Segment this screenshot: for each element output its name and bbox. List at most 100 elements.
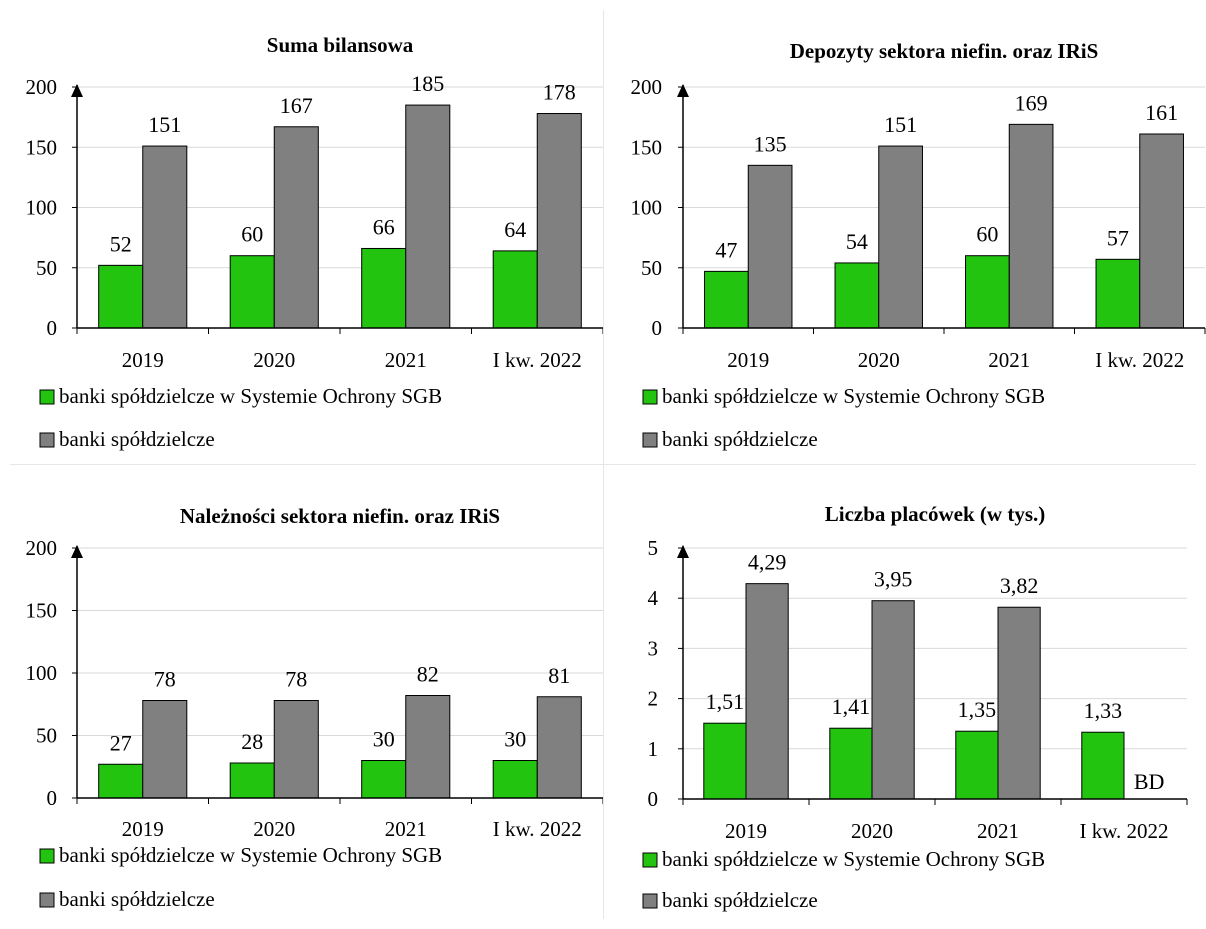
x-tick-label: 2020 [253, 348, 295, 372]
data-label: 1,35 [958, 697, 997, 722]
chart-title: Należności sektora niefin. oraz IRiS [180, 504, 500, 528]
bar [273, 700, 319, 799]
chart-svg: Liczba placówek (w tys.) 0 1 2 3 4 5 1,51 4,29 20… [642, 502, 1188, 912]
x-tick-label: I kw. 2022 [1095, 348, 1184, 372]
data-label: 185 [411, 71, 444, 96]
bar [98, 264, 144, 329]
data-label: 81 [548, 663, 570, 688]
bar [229, 255, 275, 329]
y-axis-arrow [71, 545, 83, 558]
x-tick-label: I kw. 2022 [1079, 819, 1168, 843]
x-tick-label: I kw. 2022 [493, 817, 582, 841]
bar [361, 247, 407, 329]
y-tick-label: 2 [648, 687, 659, 711]
y-tick-label: 100 [26, 661, 58, 685]
chart-panel-depozyty: Depozyty sektora niefin. oraz IRiS 0 50 100… [603, 0, 1206, 464]
chart-panel-naleznosci: Należności sektora niefin. oraz IRiS 0 50 1… [0, 465, 603, 929]
data-label: 1,33 [1084, 698, 1123, 723]
data-label: 78 [154, 667, 176, 692]
y-tick-label: 200 [26, 75, 58, 99]
data-label: 3,95 [874, 567, 913, 592]
data-label: 60 [241, 222, 263, 247]
data-label: 4,29 [748, 550, 787, 575]
y-tick-label: 0 [47, 786, 58, 810]
legend-label: banki spółdzielcze [662, 888, 818, 912]
bar [745, 583, 789, 800]
legend-swatch [39, 848, 55, 864]
x-tick-label: 2019 [727, 348, 769, 372]
chart-svg: Depozyty sektora niefin. oraz IRiS 0 50 100… [631, 39, 1206, 451]
bar [1139, 133, 1184, 329]
y-tick-label: 150 [631, 135, 663, 159]
bar [405, 104, 451, 329]
legend-swatch [642, 432, 658, 448]
data-label: 27 [110, 730, 132, 755]
data-label: 151 [148, 112, 181, 137]
y-tick-label: 200 [26, 536, 58, 560]
data-label: 78 [285, 667, 307, 692]
legend-swatch [642, 852, 658, 868]
data-label: 54 [846, 229, 868, 254]
data-label: 178 [543, 80, 576, 105]
chart-title: Liczba placówek (w tys.) [825, 502, 1045, 526]
y-tick-label: 3 [648, 636, 659, 660]
bar [997, 606, 1041, 800]
data-label: 47 [715, 237, 737, 262]
bar [955, 730, 999, 800]
y-tick-label: 100 [26, 196, 58, 220]
bar [492, 760, 538, 799]
chart-title: Depozyty sektora niefin. oraz IRiS [790, 39, 1099, 63]
y-tick-label: 50 [641, 256, 662, 280]
data-label: BD [1134, 769, 1165, 794]
data-label: 82 [417, 662, 439, 687]
x-tick-label: 2019 [122, 348, 164, 372]
legend-swatch [642, 389, 658, 405]
bar [361, 760, 407, 799]
y-tick-label: 0 [652, 316, 663, 340]
data-label: 60 [976, 222, 998, 247]
data-label: 57 [1107, 225, 1129, 250]
y-tick-label: 100 [631, 196, 663, 220]
bar [1095, 258, 1141, 329]
bar [829, 727, 873, 800]
y-tick-label: 5 [648, 536, 659, 560]
chart-panel-liczba-placowek: Liczba placówek (w tys.) 0 1 2 3 4 5 1,51 4,29 20… [603, 465, 1206, 929]
x-tick-label: 2021 [977, 819, 1019, 843]
data-label: 64 [504, 217, 526, 242]
legend-label: banki spółdzielcze [59, 427, 215, 451]
y-tick-label: 0 [47, 316, 58, 340]
x-tick-label: 2021 [385, 817, 427, 841]
y-tick-label: 1 [648, 737, 659, 761]
chart-panel-suma-bilansowa: Suma bilansowa 0 50 100 150 200 52 151 2019 60 167… [0, 0, 603, 464]
y-tick-label: 50 [36, 724, 57, 748]
bar [1081, 731, 1125, 800]
data-label: 135 [754, 131, 787, 156]
bar [703, 722, 747, 800]
bar [142, 700, 188, 799]
bar [878, 145, 923, 329]
legend-swatch [642, 893, 658, 909]
data-label: 30 [504, 727, 526, 752]
data-label: 151 [884, 112, 917, 137]
y-axis-arrow [71, 84, 83, 97]
data-label: 169 [1015, 90, 1048, 115]
bar [98, 763, 144, 799]
data-label: 167 [280, 93, 313, 118]
legend-label: banki spółdzielcze w Systemie Ochrony SG… [662, 384, 1045, 408]
data-label: 3,82 [1000, 573, 1039, 598]
bar [536, 696, 582, 799]
legend-swatch [39, 389, 55, 405]
y-tick-label: 150 [26, 599, 58, 623]
legend-label: banki spółdzielcze [59, 887, 215, 911]
legend-swatch [39, 432, 55, 448]
y-tick-label: 150 [26, 135, 58, 159]
bar [871, 600, 915, 800]
bar [747, 164, 793, 329]
bar [1008, 123, 1054, 329]
bar [229, 762, 275, 799]
y-axis-arrow [677, 84, 689, 97]
bar [142, 145, 188, 329]
legend-swatch [39, 892, 55, 908]
y-tick-label: 0 [648, 787, 659, 811]
bar [965, 255, 1010, 329]
